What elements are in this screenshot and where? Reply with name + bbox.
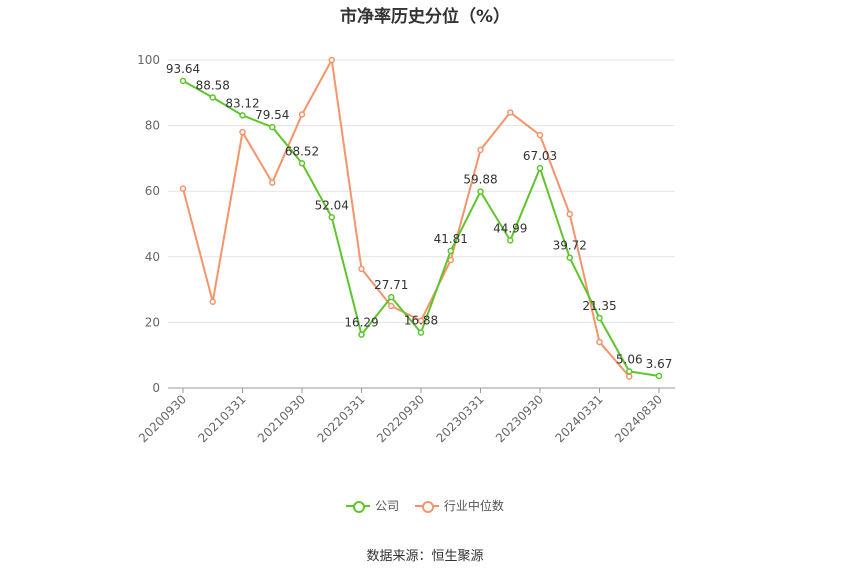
legend-item-company[interactable]: 公司: [346, 497, 399, 514]
company-data-label: 16.29: [344, 316, 378, 330]
company-data-label: 41.81: [434, 232, 468, 246]
industry-median-data-point: [477, 146, 484, 154]
company-data-label: 27.71: [374, 278, 408, 292]
industry-median-data-point: [358, 265, 365, 273]
company-data-label: 88.58: [196, 78, 230, 92]
company-data-point: [388, 293, 395, 301]
industry-median-data-point: [269, 179, 276, 186]
x-tick-label: 20220930: [374, 392, 427, 445]
chart-title: 市净率历史分位（%）: [339, 7, 511, 27]
company-data-point: [447, 247, 454, 255]
industry-median-data-point: [417, 317, 425, 325]
y-tick-label: 100: [137, 53, 160, 67]
industry-median-data-point: [298, 111, 306, 118]
company-data-label: 16.88: [404, 314, 438, 328]
legend-industry-label: 行业中位数: [443, 499, 504, 513]
industry-median-data-point: [596, 338, 603, 346]
industry-median-data-point: [239, 128, 246, 136]
x-tick-label: 20240830: [612, 392, 665, 445]
industry-median-data-point: [328, 56, 335, 64]
industry-median-data-point: [626, 373, 633, 380]
x-tick-label: 20230331: [434, 392, 487, 445]
x-tick-label: 20210331: [196, 392, 249, 445]
company-data-point: [358, 331, 365, 338]
company-data-point: [298, 160, 306, 167]
industry-median-data-point: [536, 131, 544, 139]
x-tick-label: 20210930: [255, 392, 308, 445]
industry-median-data-point: [507, 109, 514, 116]
legend: 公司 行业中位数: [0, 497, 850, 516]
company-data-point: [239, 112, 246, 119]
legend-industry-swatch: [414, 499, 439, 513]
company-data-point: [655, 372, 663, 380]
company-data-point: [269, 123, 276, 131]
data-source: 数据来源：恒生聚源: [366, 549, 484, 564]
company-data-point: [536, 164, 544, 172]
company-data-label: 68.52: [285, 144, 319, 158]
legend-company-label: 公司: [375, 499, 400, 513]
company-data-point: [209, 94, 216, 101]
industry-median-data-point: [209, 298, 216, 305]
x-tick-label: 20220331: [315, 392, 368, 445]
y-tick-label: 60: [145, 184, 160, 198]
company-data-label: 93.64: [166, 62, 200, 76]
x-tick-label: 20200930: [136, 392, 189, 445]
company-data-label: 3.67: [646, 357, 673, 371]
legend-company-swatch: [346, 499, 371, 513]
company-data-label: 59.88: [463, 173, 497, 187]
company-data-label: 21.35: [582, 299, 616, 313]
industry-median-data-point: [179, 185, 187, 192]
company-data-label: 52.04: [315, 198, 349, 212]
company-data-label: 79.54: [255, 108, 289, 122]
company-data-label: 39.72: [553, 239, 587, 253]
company-data-label: 67.03: [523, 149, 557, 163]
industry-median-data-point: [388, 302, 395, 310]
company-data-point: [566, 254, 573, 261]
company-data-label: 5.06: [616, 352, 643, 366]
company-data-point: [507, 237, 514, 244]
x-tick-label: 20240331: [553, 392, 606, 445]
y-tick-label: 80: [145, 119, 160, 133]
company-data-point: [477, 188, 484, 195]
company-data-point: [626, 368, 633, 375]
company-data-point: [596, 314, 603, 322]
company-data-point: [417, 329, 425, 336]
company-data-label: 44.99: [493, 221, 527, 235]
industry-median-data-point: [566, 210, 573, 218]
y-tick-label: 40: [145, 250, 160, 264]
y-tick-label: 20: [145, 315, 160, 329]
company-data-label: 83.12: [225, 96, 259, 110]
company-data-point: [328, 214, 335, 221]
y-tick-label: 0: [152, 381, 160, 395]
legend-item-industry-median[interactable]: 行业中位数: [414, 497, 504, 514]
x-tick-label: 20230930: [493, 392, 546, 445]
company-data-point: [179, 77, 187, 85]
